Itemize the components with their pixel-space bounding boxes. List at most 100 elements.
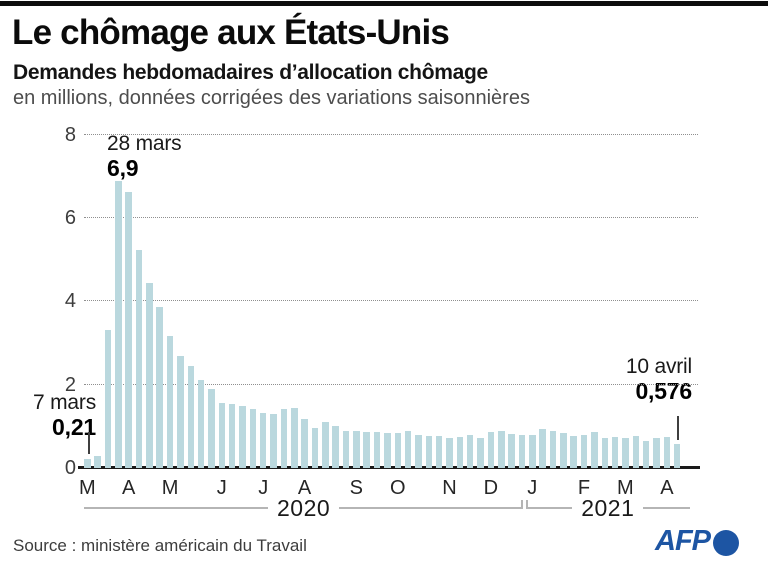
bar-week-58: [673, 444, 681, 468]
bar-week-6: [135, 249, 143, 468]
bar-week-37: [456, 436, 464, 468]
year-bracket-tick-2020: [521, 500, 524, 509]
bar-week-45: [539, 429, 546, 468]
bar-week-41: [498, 430, 505, 468]
annotation-last-connector: [677, 416, 679, 440]
afp-logo: AFP: [655, 525, 739, 558]
bar-week-49: [580, 434, 588, 468]
gridline-8: [84, 133, 698, 135]
x-month-label-12: M: [617, 477, 634, 499]
bar-week-31: [394, 433, 401, 468]
bar-week-22: [301, 418, 308, 468]
y-tick-label-2: 2: [64, 373, 76, 396]
x-month-label-7: O: [390, 477, 406, 499]
x-month-label-8: N: [442, 477, 457, 499]
annotation-last: 10 avril 0,576: [542, 355, 692, 405]
bar-week-3: [104, 330, 112, 468]
bar-week-14: [218, 402, 226, 468]
x-month-label-6: S: [349, 477, 363, 499]
x-month-label-5: A: [297, 477, 312, 499]
year-bracket-line: [525, 507, 573, 509]
afp-globe-icon: [713, 529, 739, 556]
gridline-2: [84, 383, 698, 385]
annotation-first: 7 mars 0,21: [4, 391, 96, 441]
annotation-peak-date: 28 mars: [107, 132, 182, 155]
year-bracket-tick-2021: [525, 500, 528, 509]
year-label-2021: 2021: [581, 495, 635, 521]
bar-week-24: [322, 422, 329, 468]
bar-week-27: [353, 430, 360, 468]
bar-week-53: [622, 438, 629, 468]
bar-week-2: [94, 456, 101, 468]
bar-week-18: [259, 413, 267, 468]
bar-week-7: [146, 282, 153, 468]
bar-week-29: [373, 431, 381, 468]
y-tick-label-0: 0: [64, 457, 76, 479]
bar-week-43: [518, 435, 526, 468]
bar-week-54: [632, 435, 640, 468]
bar-week-57: [663, 437, 671, 468]
bar-week-39: [477, 438, 484, 468]
page-title: Le chômage aux États-Unis: [12, 13, 450, 52]
bar-week-17: [249, 409, 257, 468]
x-month-label-11: F: [577, 477, 591, 499]
top-rule: [0, 1, 768, 6]
bar-week-46: [549, 430, 557, 468]
bar-week-48: [570, 435, 577, 468]
bar-week-21: [291, 408, 298, 468]
bar-week-25: [332, 425, 339, 468]
bar-week-30: [384, 432, 391, 468]
bar-week-36: [446, 438, 453, 468]
bar-week-13: [208, 388, 215, 468]
bar-week-4: [115, 180, 122, 468]
chart-subtitle: Demandes hebdomadaires d’allocation chôm…: [13, 61, 488, 84]
bar-week-44: [529, 435, 536, 468]
bar-week-23: [311, 427, 319, 468]
bar-week-28: [363, 431, 370, 468]
bar-week-56: [653, 438, 660, 468]
x-month-label-13: A: [660, 477, 674, 499]
year-bracket-line: [339, 507, 524, 509]
bar-week-5: [125, 192, 132, 468]
year-label-2020: 2020: [277, 495, 331, 521]
bar-week-33: [415, 435, 422, 468]
bar-week-1: [84, 459, 91, 468]
bar-week-11: [187, 366, 194, 468]
bar-week-35: [435, 436, 443, 468]
bar-week-42: [508, 434, 515, 468]
annotation-peak: 28 mars 6,9: [107, 132, 182, 182]
y-tick-label-4: 4: [64, 290, 76, 313]
bar-week-51: [601, 437, 608, 468]
x-month-label-9: D: [483, 477, 499, 499]
bar-week-20: [280, 409, 288, 468]
bar-week-9: [166, 335, 174, 468]
x-month-label-4: J: [258, 477, 269, 499]
bar-week-16: [239, 406, 246, 468]
year-bracket-line: [84, 507, 269, 509]
bar-week-55: [642, 440, 650, 468]
x-month-label-0: M: [78, 477, 96, 499]
annotation-first-date: 7 mars: [33, 391, 96, 414]
annotation-last-value: 0,576: [635, 378, 692, 404]
bar-week-15: [228, 403, 236, 468]
y-tick-label-6: 6: [64, 207, 76, 230]
year-bracket-2020: 2020: [84, 495, 524, 521]
bar-week-47: [560, 432, 567, 468]
bar-week-12: [197, 379, 205, 468]
annotation-last-date: 10 avril: [625, 355, 692, 378]
source-credit: Source : ministère américain du Travail: [13, 536, 307, 555]
year-bracket-2021: 2021: [525, 495, 691, 521]
annotation-first-connector: [88, 432, 90, 454]
bar-week-8: [156, 306, 163, 468]
x-month-label-10: J: [527, 477, 538, 499]
gridline-4: [84, 300, 698, 302]
bar-week-10: [177, 356, 184, 468]
bar-week-50: [591, 432, 598, 468]
bar-week-34: [425, 436, 433, 468]
x-month-label-3: J: [216, 477, 227, 499]
bar-week-52: [611, 436, 619, 468]
bar-week-26: [342, 431, 350, 468]
gridline-6: [84, 217, 698, 219]
annotation-peak-value: 6,9: [107, 155, 139, 181]
